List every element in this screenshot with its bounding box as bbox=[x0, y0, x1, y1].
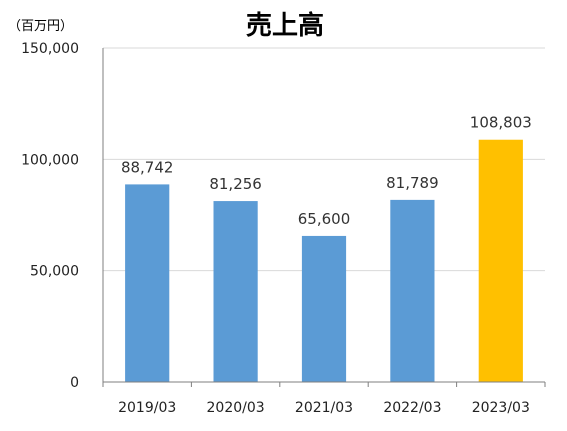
bar bbox=[301, 235, 347, 382]
chart-title: 売上高 bbox=[246, 10, 324, 41]
unit-label: （百万円） bbox=[8, 19, 73, 34]
y-axis-ticks: 0 50,000 100,000 150,000 bbox=[21, 41, 79, 391]
bar bbox=[478, 139, 523, 382]
x-tick-label: 2022/03 bbox=[383, 400, 441, 416]
bar bbox=[390, 199, 435, 382]
x-tick-label: 2020/03 bbox=[207, 400, 265, 416]
data-label: 65,600 bbox=[298, 210, 351, 228]
x-tick-label: 2021/03 bbox=[295, 400, 353, 416]
data-label: 108,803 bbox=[470, 114, 532, 132]
data-labels: 88,742 81,256 65,600 81,789 108,803 bbox=[121, 114, 532, 228]
bars bbox=[125, 139, 523, 382]
data-label: 81,256 bbox=[209, 175, 262, 193]
y-tick-label: 100,000 bbox=[21, 152, 79, 168]
data-label: 81,789 bbox=[386, 174, 439, 192]
y-tick-label: 50,000 bbox=[30, 264, 79, 280]
x-axis-ticks: 2019/03 2020/03 2021/03 2022/03 2023/03 bbox=[102, 382, 546, 416]
x-tick-label: 2019/03 bbox=[118, 400, 176, 416]
bar bbox=[213, 201, 258, 382]
x-tick-label: 2023/03 bbox=[472, 400, 530, 416]
y-tick-label: 0 bbox=[70, 375, 79, 391]
data-label: 88,742 bbox=[121, 158, 174, 176]
bar bbox=[125, 184, 170, 382]
y-tick-label: 150,000 bbox=[21, 41, 79, 57]
